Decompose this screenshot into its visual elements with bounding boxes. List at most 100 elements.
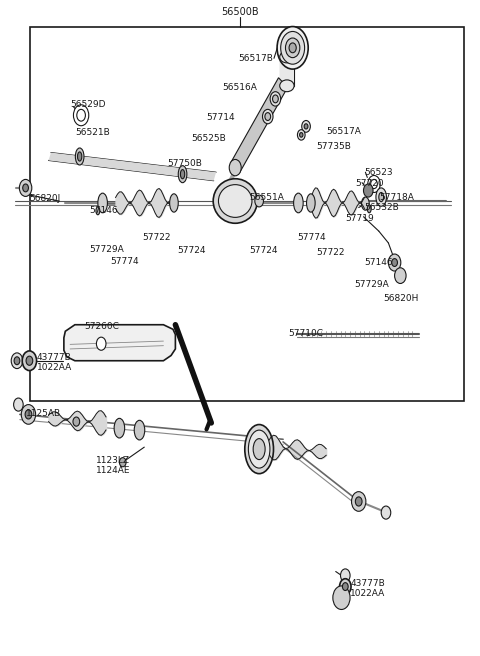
Ellipse shape — [77, 110, 85, 121]
Bar — [30, 27, 464, 401]
Circle shape — [355, 497, 362, 506]
Ellipse shape — [73, 105, 89, 126]
Ellipse shape — [298, 130, 305, 140]
Ellipse shape — [371, 179, 377, 188]
Text: 1125AB: 1125AB — [25, 409, 60, 418]
Circle shape — [363, 184, 373, 197]
Text: 1022AA: 1022AA — [350, 588, 385, 598]
Ellipse shape — [265, 113, 271, 121]
Text: 56820J: 56820J — [29, 194, 60, 203]
Text: 1123LZ: 1123LZ — [96, 456, 130, 464]
Text: 57750B: 57750B — [167, 159, 202, 167]
Circle shape — [339, 579, 351, 594]
Text: 57722: 57722 — [142, 233, 170, 242]
Text: 57729A: 57729A — [354, 280, 389, 289]
Text: 56516A: 56516A — [222, 83, 257, 92]
Ellipse shape — [169, 194, 178, 212]
Circle shape — [120, 458, 126, 467]
Ellipse shape — [248, 430, 270, 468]
Ellipse shape — [286, 38, 300, 58]
Text: 57718A: 57718A — [379, 193, 414, 201]
Text: 57720: 57720 — [355, 180, 384, 188]
Text: 56820H: 56820H — [384, 294, 419, 303]
Text: 56529D: 56529D — [70, 100, 106, 109]
Circle shape — [381, 506, 391, 519]
Ellipse shape — [281, 31, 305, 64]
Text: 56525B: 56525B — [191, 134, 226, 142]
Text: 57735B: 57735B — [317, 142, 351, 150]
Ellipse shape — [277, 26, 308, 69]
Ellipse shape — [280, 51, 294, 63]
Ellipse shape — [213, 178, 257, 223]
Circle shape — [13, 398, 23, 411]
Text: 56500B: 56500B — [221, 7, 259, 18]
Text: 57719: 57719 — [345, 213, 374, 222]
Ellipse shape — [98, 193, 108, 213]
Ellipse shape — [273, 95, 278, 103]
Ellipse shape — [245, 424, 274, 474]
Ellipse shape — [134, 420, 145, 440]
Ellipse shape — [302, 121, 311, 133]
Text: 56521B: 56521B — [75, 129, 109, 137]
Polygon shape — [231, 77, 288, 173]
Text: 56517B: 56517B — [239, 54, 274, 63]
Text: 56532B: 56532B — [364, 203, 399, 212]
Circle shape — [21, 405, 36, 424]
Circle shape — [395, 268, 406, 283]
Ellipse shape — [367, 205, 371, 213]
Ellipse shape — [180, 170, 185, 178]
Text: 57710C: 57710C — [288, 329, 323, 338]
Text: 57146: 57146 — [364, 258, 393, 267]
Ellipse shape — [77, 152, 82, 161]
Text: 1124AE: 1124AE — [96, 466, 130, 475]
Text: 57722: 57722 — [317, 247, 345, 256]
Ellipse shape — [114, 419, 125, 438]
Ellipse shape — [307, 194, 315, 212]
Text: 57724: 57724 — [250, 246, 278, 255]
Circle shape — [26, 356, 33, 365]
Ellipse shape — [255, 195, 264, 207]
Ellipse shape — [218, 184, 252, 217]
Ellipse shape — [253, 439, 265, 460]
Circle shape — [96, 337, 106, 350]
Circle shape — [11, 353, 23, 369]
Circle shape — [19, 179, 32, 196]
Ellipse shape — [379, 192, 384, 201]
Text: 57729A: 57729A — [89, 245, 124, 254]
Text: 57774: 57774 — [111, 256, 139, 266]
Ellipse shape — [368, 175, 380, 192]
Text: 56523: 56523 — [364, 168, 393, 176]
Circle shape — [14, 357, 20, 365]
Circle shape — [351, 491, 366, 511]
Circle shape — [333, 586, 350, 609]
Circle shape — [388, 254, 401, 271]
Ellipse shape — [300, 133, 303, 137]
Ellipse shape — [96, 207, 100, 215]
Ellipse shape — [229, 159, 241, 176]
Ellipse shape — [376, 188, 386, 206]
Text: 57146: 57146 — [89, 206, 118, 215]
Circle shape — [73, 417, 80, 426]
Circle shape — [342, 583, 348, 590]
Ellipse shape — [178, 166, 187, 182]
Circle shape — [23, 184, 28, 192]
Text: 57260C: 57260C — [84, 322, 120, 331]
Ellipse shape — [270, 92, 281, 106]
Text: 57724: 57724 — [178, 246, 206, 255]
Polygon shape — [48, 153, 216, 180]
Ellipse shape — [263, 110, 273, 124]
Text: 57714: 57714 — [206, 113, 235, 122]
Circle shape — [22, 351, 36, 371]
Ellipse shape — [304, 124, 308, 129]
Bar — [280, 57, 294, 86]
Ellipse shape — [361, 197, 369, 210]
Text: 43777B: 43777B — [350, 579, 385, 588]
Circle shape — [25, 410, 32, 419]
Text: 56551A: 56551A — [250, 193, 285, 201]
Text: 56517A: 56517A — [326, 127, 361, 136]
Circle shape — [340, 569, 350, 582]
Text: 57774: 57774 — [298, 233, 326, 242]
Text: 1022AA: 1022AA — [36, 363, 72, 372]
Circle shape — [392, 258, 397, 266]
Polygon shape — [64, 325, 175, 361]
